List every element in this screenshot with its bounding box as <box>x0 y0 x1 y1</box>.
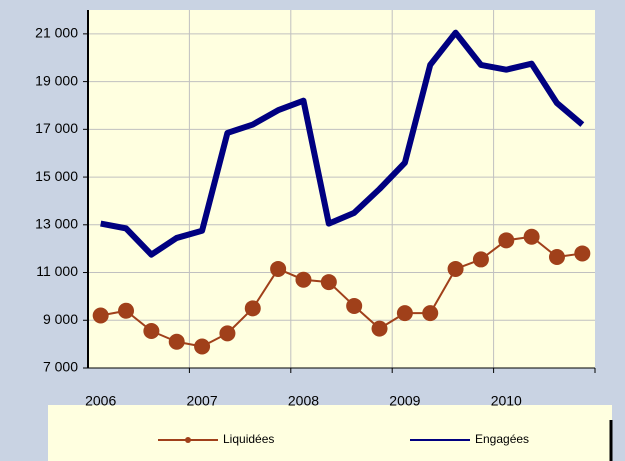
legend-label: Engagées <box>475 432 529 446</box>
x-tick-label: 2006 <box>85 393 116 409</box>
series-line <box>100 29 585 258</box>
point <box>320 274 337 291</box>
y-tick-label: 21 000 <box>35 25 78 41</box>
y-tick-label: 13 000 <box>35 216 78 232</box>
legend-marker <box>185 437 191 443</box>
point <box>346 297 363 314</box>
point <box>118 302 135 319</box>
y-tick-label: 17 000 <box>35 120 78 136</box>
y-tick-label: 15 000 <box>35 168 78 184</box>
y-tick-label: 11 000 <box>36 263 78 279</box>
point <box>295 271 312 288</box>
legend-box <box>48 405 612 461</box>
x-tick-label: 2009 <box>389 393 420 409</box>
point <box>447 260 464 277</box>
point <box>143 323 160 340</box>
x-tick-label: 2008 <box>288 393 319 409</box>
legend-label: Liquidées <box>223 432 274 446</box>
point <box>270 260 287 277</box>
point <box>396 305 413 322</box>
point <box>244 300 261 317</box>
x-tick-label: 2010 <box>491 393 522 409</box>
point <box>219 325 236 342</box>
point <box>422 305 439 322</box>
point <box>194 338 211 355</box>
x-tick-label: 2007 <box>186 393 217 409</box>
point <box>168 333 185 350</box>
point <box>548 249 565 266</box>
point <box>92 307 109 324</box>
point <box>498 232 515 249</box>
point <box>523 228 540 245</box>
point <box>371 320 388 337</box>
y-tick-label: 9 000 <box>43 311 78 327</box>
y-tick-label: 19 000 <box>35 72 78 88</box>
point <box>574 245 591 262</box>
point <box>472 251 489 268</box>
y-tick-label: 7 000 <box>43 359 78 375</box>
